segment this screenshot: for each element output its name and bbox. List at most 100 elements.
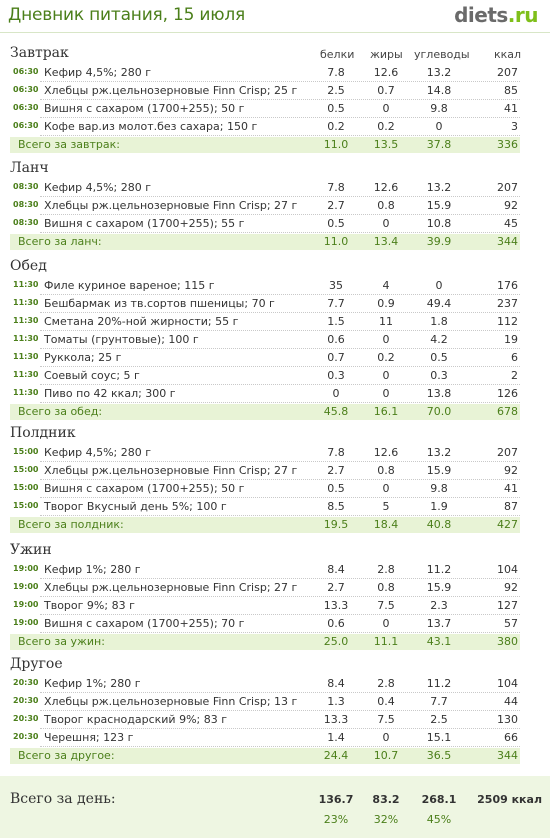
food-name[interactable]: Вишня с сахаром (1700+255); 50 г	[44, 102, 245, 115]
food-time: 11:30	[13, 280, 39, 289]
food-name[interactable]: Хлебцы рж.цельнозерновые Finn Crisp; 27 …	[44, 464, 298, 477]
food-name[interactable]: Кефир 1%; 280 г	[44, 677, 141, 690]
section-total: Всего за завтрак: 11.0 13.5 37.8 336	[10, 137, 520, 153]
food-row[interactable]: 06:30 Хлебцы рж.цельнозерновые Finn Crisp…	[0, 82, 550, 99]
food-row[interactable]: 20:30 Хлебцы рж.цельнозерновые Finn Crisp…	[0, 693, 550, 710]
food-protein: 0.5	[327, 102, 345, 115]
food-row[interactable]: 15:00 Творог Вкусный день 5%; 100 г 8.5 5 1.…	[0, 498, 550, 515]
food-row[interactable]: 15:00 Вишня с сахаром (1700+255); 50 г 0.5…	[0, 480, 550, 497]
food-name[interactable]: Руккола; 25 г	[44, 351, 122, 364]
food-name[interactable]: Соевый соус; 5 г	[44, 369, 140, 382]
food-time: 11:30	[13, 298, 39, 307]
food-row[interactable]: 20:30 Творог краснодарский 9%; 83 г 13.3 7.…	[0, 711, 550, 728]
food-row[interactable]: 08:30 Хлебцы рж.цельнозерновые Finn Crisp…	[0, 197, 550, 214]
total-fat: 13.4	[373, 235, 399, 248]
food-row[interactable]: 15:00 Кефир 4,5%; 280 г 7.8 12.6 13.2 207	[0, 444, 550, 461]
food-name[interactable]: Бешбармак из тв.сортов пшеницы; 70 г	[44, 297, 275, 310]
food-carbs: 14.8	[426, 84, 452, 97]
food-name[interactable]: Кофе вар.из молот.без сахара; 150 г	[44, 120, 258, 133]
food-name[interactable]: Пиво по 42 ккал; 300 г	[44, 387, 176, 400]
food-row[interactable]: 19:00 Кефир 1%; 280 г 8.4 2.8 11.2 104	[0, 561, 550, 578]
col-header-protein: белки	[320, 48, 355, 61]
section-total-label: Всего за полдник:	[18, 518, 124, 531]
food-carbs: 2.3	[430, 599, 448, 612]
total-fat: 16.1	[373, 405, 399, 418]
total-kcal: 344	[497, 235, 518, 248]
food-row[interactable]: 06:30 Кофе вар.из молот.без сахара; 150 г…	[0, 118, 550, 135]
row-divider	[40, 578, 520, 580]
food-row[interactable]: 08:30 Вишня с сахаром (1700+255); 55 г 0.5…	[0, 215, 550, 232]
food-row[interactable]: 19:00 Вишня с сахаром (1700+255); 70 г 0.6…	[0, 615, 550, 632]
section-total: Всего за полдник: 19.5 18.4 40.8 427	[10, 517, 520, 533]
food-fat: 0	[382, 102, 390, 115]
food-row[interactable]: 11:30 Сметана 20%-ной жирности; 55 г 1.5 11…	[0, 313, 550, 330]
food-row[interactable]: 20:30 Черешня; 123 г 1.4 0 15.1 66	[0, 729, 550, 746]
food-protein: 8.4	[327, 563, 345, 576]
day-carbs-pct: 45%	[426, 813, 452, 826]
food-name[interactable]: Черешня; 123 г	[44, 731, 134, 744]
food-fat: 0.8	[377, 199, 395, 212]
food-name[interactable]: Томаты (грунтовые); 100 г	[44, 333, 199, 346]
row-divider	[40, 294, 520, 296]
food-fat: 4	[382, 279, 390, 292]
food-name[interactable]: Вишня с сахаром (1700+255); 50 г	[44, 482, 245, 495]
row-divider	[40, 692, 520, 694]
food-fat: 12.6	[373, 446, 399, 459]
food-name[interactable]: Сметана 20%-ной жирности; 55 г	[44, 315, 239, 328]
food-protein: 0.2	[327, 120, 345, 133]
food-name[interactable]: Хлебцы рж.цельнозерновые Finn Crisp; 13 …	[44, 695, 298, 708]
day-total: Всего за день: 136.7 83.2 268.1 2509 кка…	[0, 776, 550, 838]
food-row[interactable]: 15:00 Хлебцы рж.цельнозерновые Finn Crisp…	[0, 462, 550, 479]
food-row[interactable]: 11:30 Филе куриное вареное; 115 г 35 4 0 176	[0, 277, 550, 294]
food-name[interactable]: Вишня с сахаром (1700+255); 55 г	[44, 217, 245, 230]
food-time: 15:00	[13, 447, 39, 456]
food-row[interactable]: 11:30 Соевый соус; 5 г 0.3 0 0.3 2	[0, 367, 550, 384]
total-protein: 19.5	[323, 518, 349, 531]
food-name[interactable]: Кефир 4,5%; 280 г	[44, 66, 152, 79]
food-name[interactable]: Кефир 1%; 280 г	[44, 563, 141, 576]
food-time: 11:30	[13, 352, 39, 361]
food-row[interactable]: 11:30 Томаты (грунтовые); 100 г 0.6 0 4.2 19	[0, 331, 550, 348]
food-time: 19:00	[13, 600, 39, 609]
food-kcal: 3	[511, 120, 518, 133]
row-divider	[40, 232, 520, 234]
food-time: 20:30	[13, 714, 39, 723]
food-name[interactable]: Филе куриное вареное; 115 г	[44, 279, 215, 292]
food-name[interactable]: Хлебцы рж.цельнозерновые Finn Crisp; 25 …	[44, 84, 298, 97]
food-protein: 7.7	[327, 297, 345, 310]
site-logo[interactable]: diets.ru	[454, 3, 538, 27]
food-row[interactable]: 11:30 Руккола; 25 г 0.7 0.2 0.5 6	[0, 349, 550, 366]
food-kcal: 19	[504, 333, 518, 346]
food-kcal: 176	[497, 279, 518, 292]
food-row[interactable]: 11:30 Пиво по 42 ккал; 300 г 0 0 13.8 126	[0, 385, 550, 402]
food-fat: 0	[382, 731, 390, 744]
food-carbs: 0	[435, 120, 443, 133]
food-row[interactable]: 19:00 Творог 9%; 83 г 13.3 7.5 2.3 127	[0, 597, 550, 614]
food-row[interactable]: 06:30 Вишня с сахаром (1700+255); 50 г 0.5…	[0, 100, 550, 117]
food-name[interactable]: Хлебцы рж.цельнозерновые Finn Crisp; 27 …	[44, 581, 298, 594]
food-name[interactable]: Творог краснодарский 9%; 83 г	[44, 713, 227, 726]
row-divider	[40, 81, 520, 83]
food-carbs: 13.2	[426, 181, 452, 194]
food-name[interactable]: Вишня с сахаром (1700+255); 70 г	[44, 617, 245, 630]
food-row[interactable]: 20:30 Кефир 1%; 280 г 8.4 2.8 11.2 104	[0, 675, 550, 692]
food-name[interactable]: Хлебцы рж.цельнозерновые Finn Crisp; 27 …	[44, 199, 298, 212]
food-row[interactable]: 08:30 Кефир 4,5%; 280 г 7.8 12.6 13.2 207	[0, 179, 550, 196]
food-protein: 0.3	[327, 369, 345, 382]
food-fat: 0	[382, 333, 390, 346]
day-protein: 136.7	[318, 793, 354, 806]
food-name[interactable]: Творог Вкусный день 5%; 100 г	[44, 500, 227, 513]
total-kcal: 380	[497, 635, 518, 648]
food-carbs: 15.9	[426, 464, 452, 477]
food-row[interactable]: 06:30 Кефир 4,5%; 280 г 7.8 12.6 13.2 207	[0, 64, 550, 81]
food-protein: 1.4	[327, 731, 345, 744]
food-row[interactable]: 11:30 Бешбармак из тв.сортов пшеницы; 70 …	[0, 295, 550, 312]
food-name[interactable]: Кефир 4,5%; 280 г	[44, 181, 152, 194]
food-name[interactable]: Творог 9%; 83 г	[44, 599, 135, 612]
food-row[interactable]: 19:00 Хлебцы рж.цельнозерновые Finn Crisp…	[0, 579, 550, 596]
food-carbs: 13.8	[426, 387, 452, 400]
section-total-label: Всего за ужин:	[18, 635, 105, 648]
total-protein: 25.0	[323, 635, 349, 648]
food-name[interactable]: Кефир 4,5%; 280 г	[44, 446, 152, 459]
food-fat: 11	[379, 315, 393, 328]
